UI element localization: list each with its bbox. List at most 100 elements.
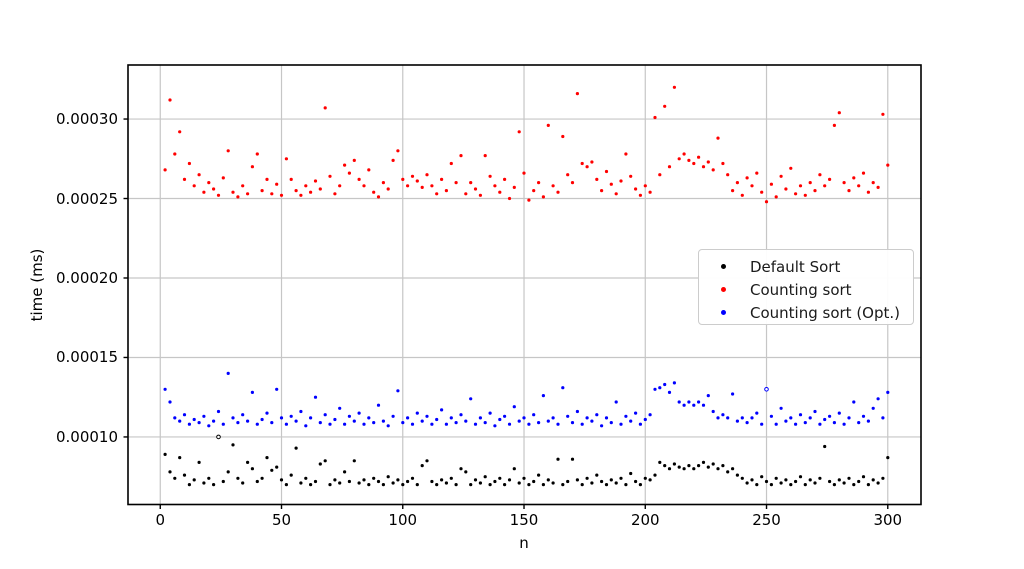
data-point xyxy=(876,185,880,189)
data-point xyxy=(357,177,361,181)
data-point xyxy=(498,190,502,194)
data-point xyxy=(638,422,643,426)
data-point xyxy=(769,414,774,418)
data-point xyxy=(241,184,245,188)
data-point xyxy=(435,417,439,422)
data-point xyxy=(323,413,327,417)
data-point xyxy=(837,478,841,482)
data-point xyxy=(246,419,250,423)
data-point xyxy=(629,419,633,423)
data-point xyxy=(556,457,560,461)
data-point xyxy=(774,422,778,426)
data-point xyxy=(309,483,313,487)
data-point xyxy=(313,395,318,399)
data-point xyxy=(464,419,468,423)
data-point xyxy=(808,416,812,420)
data-point xyxy=(687,400,691,404)
data-point xyxy=(212,419,216,423)
data-point xyxy=(585,165,589,169)
data-point xyxy=(469,397,473,401)
data-point xyxy=(716,416,720,420)
data-point xyxy=(226,470,230,474)
data-point xyxy=(697,155,701,159)
data-point xyxy=(435,483,439,487)
data-point xyxy=(522,476,526,480)
data-point xyxy=(706,160,710,164)
y-tick-label: 0.00010 xyxy=(55,427,118,446)
data-point xyxy=(401,421,405,425)
x-tick-label: 150 xyxy=(509,511,539,529)
data-point xyxy=(362,422,366,426)
x-tick-label: 0 xyxy=(155,511,166,529)
data-point xyxy=(250,165,254,169)
data-point xyxy=(537,473,541,477)
data-point xyxy=(638,483,643,487)
data-point xyxy=(304,424,308,428)
data-point xyxy=(493,184,497,188)
data-point xyxy=(701,460,706,464)
data-point xyxy=(881,476,885,480)
data-point xyxy=(318,462,322,466)
data-point xyxy=(299,409,303,414)
data-point xyxy=(774,195,778,199)
data-point xyxy=(750,416,754,420)
x-tick-label: 300 xyxy=(873,511,903,529)
data-point xyxy=(216,434,221,440)
data-point xyxy=(789,166,793,170)
data-point xyxy=(275,387,279,391)
data-point xyxy=(168,400,172,404)
data-point xyxy=(454,181,458,185)
data-point xyxy=(667,165,672,169)
data-point xyxy=(187,161,191,166)
data-point xyxy=(764,387,769,392)
data-point xyxy=(163,168,167,172)
data-point xyxy=(808,478,812,482)
data-point xyxy=(663,382,667,387)
x-tick-label: 50 xyxy=(271,511,292,529)
legend-item-counting-sort-opt-: Counting sort (Opt.) xyxy=(699,301,913,324)
data-point xyxy=(328,483,332,487)
legend-item-counting-sort: Counting sort xyxy=(699,278,913,301)
data-point xyxy=(663,464,667,468)
data-point xyxy=(876,481,880,485)
data-point xyxy=(410,422,415,426)
data-point xyxy=(294,446,298,450)
data-point xyxy=(750,184,754,188)
data-point xyxy=(551,184,555,188)
data-point xyxy=(333,417,337,422)
data-point xyxy=(886,456,890,460)
data-point xyxy=(328,422,332,426)
data-point xyxy=(503,483,507,487)
data-point xyxy=(556,422,560,426)
data-point xyxy=(566,479,570,484)
data-point xyxy=(692,403,696,407)
data-point xyxy=(590,160,594,164)
data-point xyxy=(886,163,890,167)
data-point xyxy=(517,419,521,423)
data-point xyxy=(488,174,492,178)
data-point xyxy=(764,200,769,204)
data-point xyxy=(435,192,439,196)
data-point xyxy=(570,457,575,461)
data-point xyxy=(279,416,284,420)
data-point xyxy=(789,416,793,420)
data-point xyxy=(828,414,832,418)
data-point xyxy=(444,422,448,426)
data-point xyxy=(328,174,332,178)
data-point xyxy=(803,193,807,197)
data-point xyxy=(313,179,318,183)
data-point xyxy=(270,468,274,472)
data-point xyxy=(755,171,759,175)
data-point xyxy=(595,413,599,417)
data-point xyxy=(711,168,715,172)
data-point xyxy=(362,478,366,482)
data-point xyxy=(561,483,565,487)
data-point xyxy=(701,403,706,407)
data-point xyxy=(604,416,609,420)
data-point xyxy=(347,414,351,418)
data-point xyxy=(401,483,405,487)
data-point xyxy=(527,422,531,426)
data-point xyxy=(488,411,492,415)
data-point xyxy=(192,478,196,482)
